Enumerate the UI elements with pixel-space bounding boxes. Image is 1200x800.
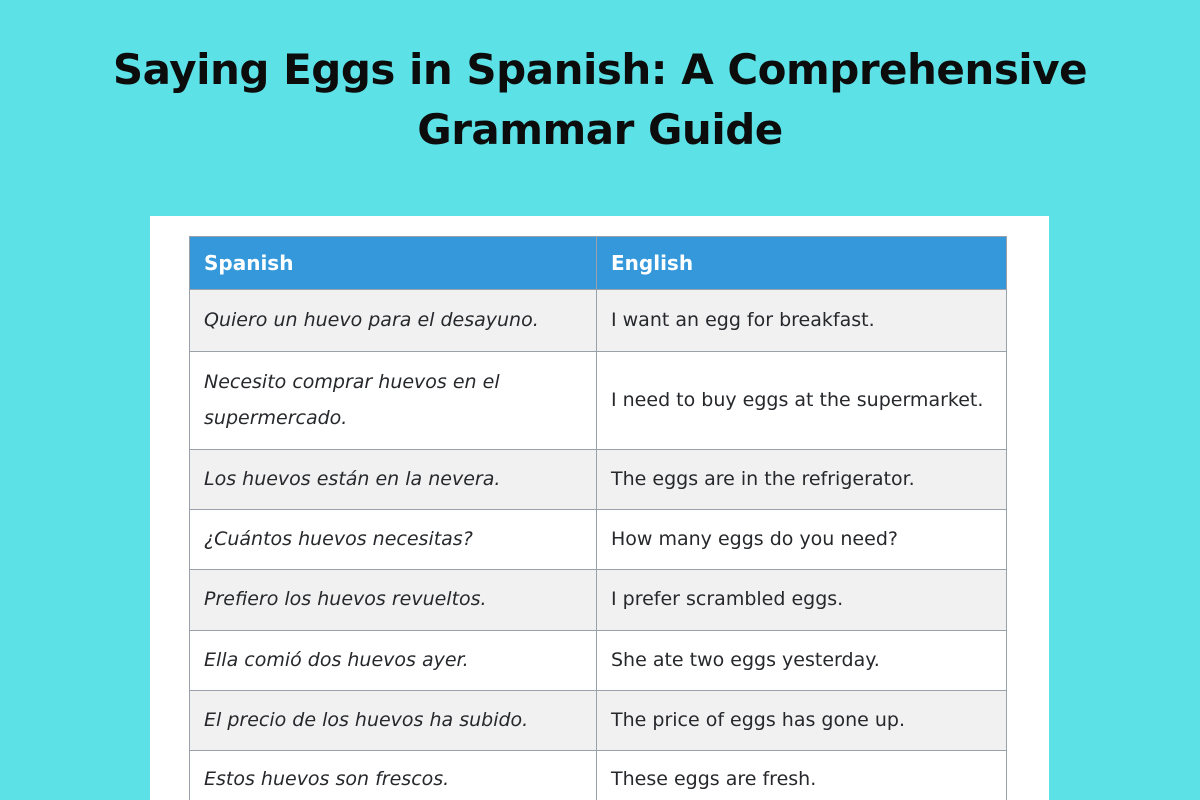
table-row: Los huevos están en la nevera. The eggs …	[189, 449, 1007, 510]
spanish-cell: Quiero un huevo para el desayuno.	[189, 289, 597, 352]
english-cell: I prefer scrambled eggs.	[596, 569, 1007, 631]
english-cell: The eggs are in the refrigerator.	[596, 449, 1007, 510]
table-header-english: English	[596, 236, 1007, 290]
table-row: El precio de los huevos ha subido. The p…	[189, 690, 1007, 751]
spanish-cell: Prefiero los huevos revueltos.	[189, 569, 597, 631]
table-row: Estos huevos son frescos. These eggs are…	[189, 750, 1007, 800]
table-row: Ella comió dos huevos ayer. She ate two …	[189, 630, 1007, 691]
phrase-table: Spanish English Quiero un huevo para el …	[189, 236, 1007, 800]
table-header-row: Spanish English	[189, 236, 1007, 290]
spanish-cell: Necesito comprar huevos en el supermerca…	[189, 351, 597, 450]
english-cell: How many eggs do you need?	[596, 509, 1007, 570]
spanish-cell: Ella comió dos huevos ayer.	[189, 630, 597, 691]
table-row: Quiero un huevo para el desayuno. I want…	[189, 289, 1007, 352]
english-cell: These eggs are fresh.	[596, 750, 1007, 800]
table-row: Prefiero los huevos revueltos. I prefer …	[189, 569, 1007, 631]
page-background: Saying Eggs in Spanish: A Comprehensive …	[0, 40, 1200, 800]
spanish-cell: Estos huevos son frescos.	[189, 750, 597, 800]
content-card: Spanish English Quiero un huevo para el …	[150, 216, 1049, 800]
page-title: Saying Eggs in Spanish: A Comprehensive …	[112, 45, 1088, 154]
table-row: ¿Cuántos huevos necesitas? How many eggs…	[189, 509, 1007, 570]
english-cell: The price of eggs has gone up.	[596, 690, 1007, 751]
english-cell: I need to buy eggs at the supermarket.	[596, 351, 1007, 450]
table-row: Necesito comprar huevos en el supermerca…	[189, 351, 1007, 450]
spanish-cell: Los huevos están en la nevera.	[189, 449, 597, 510]
table-header-spanish: Spanish	[189, 236, 597, 290]
spanish-cell: El precio de los huevos ha subido.	[189, 690, 597, 751]
english-cell: I want an egg for breakfast.	[596, 289, 1007, 352]
spanish-cell: ¿Cuántos huevos necesitas?	[189, 509, 597, 570]
english-cell: She ate two eggs yesterday.	[596, 630, 1007, 691]
